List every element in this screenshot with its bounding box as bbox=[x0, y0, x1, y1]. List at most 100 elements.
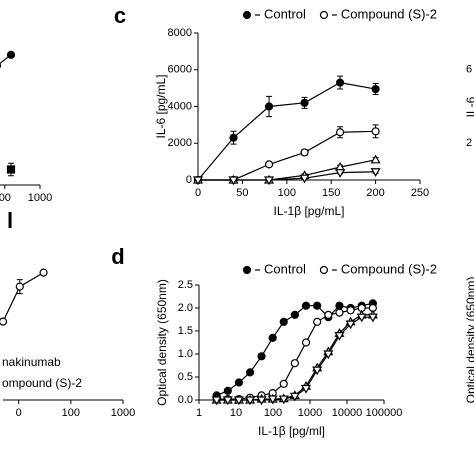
marker bbox=[278, 395, 289, 405]
series-line bbox=[197, 81, 376, 181]
legend-label: ompound (S)-2 bbox=[2, 376, 82, 390]
y-axis-label: IL-6 bbox=[464, 96, 474, 117]
marker bbox=[242, 10, 252, 20]
y-axis-label: IL-6 [pg/mL] bbox=[154, 74, 168, 138]
panel-label: c bbox=[114, 3, 126, 28]
marker bbox=[222, 396, 233, 406]
legend-label: Control bbox=[264, 6, 306, 21]
legend-label: Compound (S)-2 bbox=[341, 6, 437, 21]
marker bbox=[223, 386, 232, 395]
marker bbox=[229, 133, 238, 142]
marker bbox=[371, 127, 380, 136]
marker bbox=[301, 338, 311, 347]
x-tick-label: 100 bbox=[264, 407, 282, 419]
marker bbox=[268, 333, 277, 342]
x-tick-label: 50 bbox=[236, 187, 248, 199]
y-tick-label: 0 bbox=[186, 174, 192, 186]
marker bbox=[299, 174, 310, 184]
x-tick-label: 1000 bbox=[28, 192, 52, 204]
y-tick-label: 6000 bbox=[168, 64, 192, 76]
marker bbox=[356, 313, 367, 323]
marker bbox=[256, 396, 267, 406]
marker bbox=[290, 359, 299, 368]
series-line bbox=[198, 171, 376, 181]
marker bbox=[370, 168, 381, 177]
marker bbox=[6, 50, 16, 59]
y-tick-label: 1.0 bbox=[178, 348, 193, 360]
marker bbox=[264, 102, 274, 111]
marker bbox=[371, 84, 380, 94]
x-tick-label: 00 bbox=[0, 192, 11, 204]
x-tick-label: 1 bbox=[196, 407, 202, 419]
series-line bbox=[216, 316, 373, 401]
marker bbox=[301, 301, 311, 310]
marker bbox=[346, 306, 355, 315]
x-tick-label: 10000 bbox=[332, 407, 363, 419]
marker bbox=[192, 176, 204, 186]
marker bbox=[313, 301, 322, 310]
legend-label: Control bbox=[264, 261, 306, 276]
y-axis-label: Optical density (650nm) bbox=[464, 277, 474, 404]
x-tick-label: 250 bbox=[411, 187, 429, 199]
x-tick-label: 100 bbox=[62, 407, 80, 419]
marker bbox=[290, 310, 299, 319]
y-tick-label: 2.0 bbox=[178, 302, 193, 314]
marker bbox=[319, 10, 329, 20]
marker bbox=[335, 78, 345, 87]
marker bbox=[370, 154, 381, 164]
marker bbox=[279, 379, 288, 388]
marker bbox=[267, 395, 278, 405]
y-tick-label: 0.0 bbox=[178, 394, 193, 406]
marker bbox=[233, 396, 244, 406]
x-tick-label: 150 bbox=[322, 187, 340, 199]
marker bbox=[228, 176, 239, 186]
marker bbox=[0, 317, 8, 326]
marker bbox=[367, 313, 378, 323]
marker bbox=[242, 265, 252, 275]
x-axis-label: IL-1β [pg/mL] bbox=[274, 204, 345, 218]
marker bbox=[324, 310, 333, 319]
legend-label: nakinumab bbox=[2, 355, 61, 369]
marker bbox=[245, 396, 256, 406]
marker bbox=[211, 396, 222, 406]
legend-label: Compound (S)-2 bbox=[341, 261, 437, 276]
x-tick-label: 0 bbox=[195, 187, 201, 199]
marker bbox=[300, 384, 312, 394]
marker bbox=[264, 160, 274, 169]
x-axis-label: IL-1β [pg/ml] bbox=[258, 424, 325, 438]
marker bbox=[345, 320, 356, 330]
marker bbox=[15, 282, 24, 291]
y-tick-label: 2000 bbox=[168, 137, 192, 149]
marker bbox=[335, 301, 344, 310]
marker bbox=[6, 165, 16, 174]
marker bbox=[334, 332, 345, 341]
marker bbox=[300, 98, 309, 107]
y-tick-label: 8000 bbox=[168, 27, 192, 39]
marker bbox=[335, 128, 345, 137]
marker bbox=[335, 308, 344, 317]
panel-label: d bbox=[111, 244, 124, 269]
x-tick-label: 100 bbox=[278, 187, 296, 199]
y-tick-label: 2 bbox=[466, 137, 472, 149]
series-line bbox=[198, 159, 376, 181]
marker bbox=[323, 350, 334, 360]
marker bbox=[257, 352, 266, 361]
marker bbox=[234, 378, 244, 387]
y-axis-label: Optical density (650nm) bbox=[155, 279, 169, 406]
x-tick-label: 0 bbox=[16, 407, 22, 419]
marker bbox=[289, 392, 300, 402]
y-tick-label: 1.5 bbox=[178, 325, 193, 337]
marker bbox=[312, 366, 323, 376]
marker bbox=[264, 176, 275, 186]
y-tick-label: 2.5 bbox=[178, 279, 193, 291]
series-line bbox=[2, 272, 44, 322]
y-tick-label: 0.5 bbox=[178, 371, 193, 383]
marker bbox=[279, 317, 288, 326]
marker bbox=[300, 148, 309, 157]
x-tick-label: 1000 bbox=[298, 407, 322, 419]
panel-label: l bbox=[7, 208, 13, 233]
x-tick-label: 200 bbox=[366, 187, 384, 199]
x-tick-label: 10 bbox=[230, 407, 242, 419]
y-tick-label: 6 bbox=[466, 64, 472, 76]
